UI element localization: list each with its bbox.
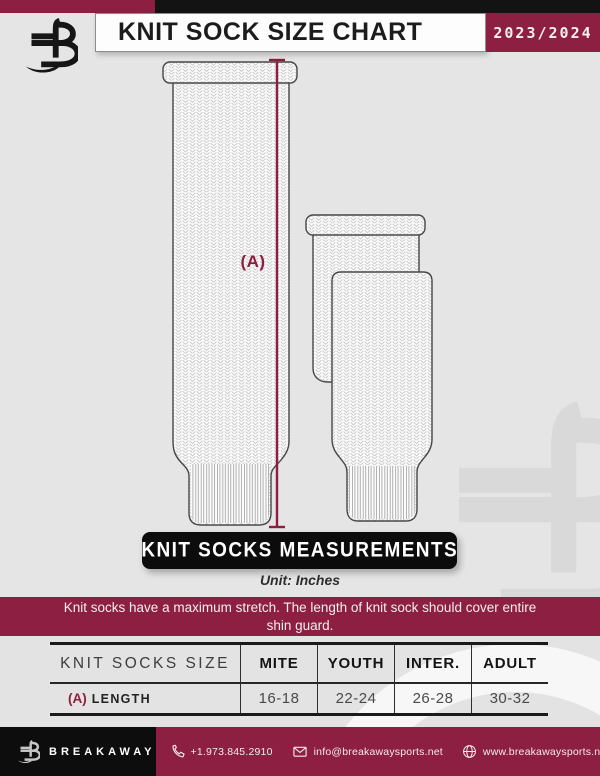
footer-phone[interactable]: +1.973.845.2910 xyxy=(170,744,273,759)
measurement-label-a: (A) xyxy=(240,252,266,271)
title-bar: KNIT SOCK SIZE CHART xyxy=(95,13,486,52)
top-strip-black xyxy=(155,0,600,13)
sock-small xyxy=(331,271,433,522)
phone-icon xyxy=(171,744,185,758)
sock-large xyxy=(162,61,298,526)
page-title: KNIT SOCK SIZE CHART xyxy=(118,18,423,46)
table-header-row: KNIT SOCKS SIZE MITE YOUTH INTER. ADULT xyxy=(50,645,548,684)
value-inter: 26-28 xyxy=(394,684,471,713)
row-key-a: (A) xyxy=(68,691,87,706)
value-youth: 22-24 xyxy=(317,684,394,713)
footer-website[interactable]: www.breakawaysports.net xyxy=(462,744,600,759)
row-label-length: LENGTH xyxy=(91,691,151,706)
col-header-mite: MITE xyxy=(240,645,317,682)
footer-brand-block: BREAKAWAY xyxy=(0,727,156,776)
measurement-line-a xyxy=(269,58,285,529)
unit-label: Unit: Inches xyxy=(259,572,341,588)
stretch-note-text: Knit socks have a maximum stretch. The l… xyxy=(63,599,537,633)
measurements-banner-label: KNIT SOCKS MEASUREMENTS xyxy=(141,538,458,562)
stretch-note-banner: Knit socks have a maximum stretch. The l… xyxy=(0,597,600,636)
footer-email-text: info@breakawaysports.net xyxy=(313,745,443,758)
season-badge: 2023/2024 xyxy=(486,13,600,52)
measurements-banner: KNIT SOCKS MEASUREMENTS xyxy=(141,532,458,569)
footer-email[interactable]: info@breakawaysports.net xyxy=(292,744,443,759)
brand-name: BREAKAWAY xyxy=(49,745,156,758)
breakaway-logo xyxy=(25,17,78,73)
size-table: KNIT SOCKS SIZE MITE YOUTH INTER. ADULT … xyxy=(50,642,548,716)
col-header-inter: INTER. xyxy=(394,645,471,682)
col-header-adult: ADULT xyxy=(471,645,548,682)
table-section: KNIT SOCKS SIZE MITE YOUTH INTER. ADULT … xyxy=(0,636,600,727)
top-strip-maroon xyxy=(0,0,155,13)
sock-diagram xyxy=(162,58,433,529)
footer-contact-block: +1.973.845.2910 info@breakawaysports.net xyxy=(155,727,600,776)
col-header-youth: YOUTH xyxy=(317,645,394,682)
envelope-icon xyxy=(292,746,307,757)
value-mite: 16-18 xyxy=(240,684,317,713)
footer-website-text: www.breakawaysports.net xyxy=(482,745,600,758)
globe-icon xyxy=(462,745,476,758)
col-header-size: KNIT SOCKS SIZE xyxy=(60,654,230,672)
value-adult: 30-32 xyxy=(471,684,548,713)
footer-phone-text: +1.973.845.2910 xyxy=(190,745,273,758)
breakaway-logo-footer xyxy=(18,740,40,764)
season-label: 2023/2024 xyxy=(493,23,593,42)
footer: BREAKAWAY +1.973.845.2910 info@breakaway… xyxy=(0,727,600,776)
table-row-length: (A) LENGTH 16-18 22-24 26-28 30-32 xyxy=(50,684,548,713)
row-label-cell: (A) LENGTH xyxy=(50,684,240,713)
